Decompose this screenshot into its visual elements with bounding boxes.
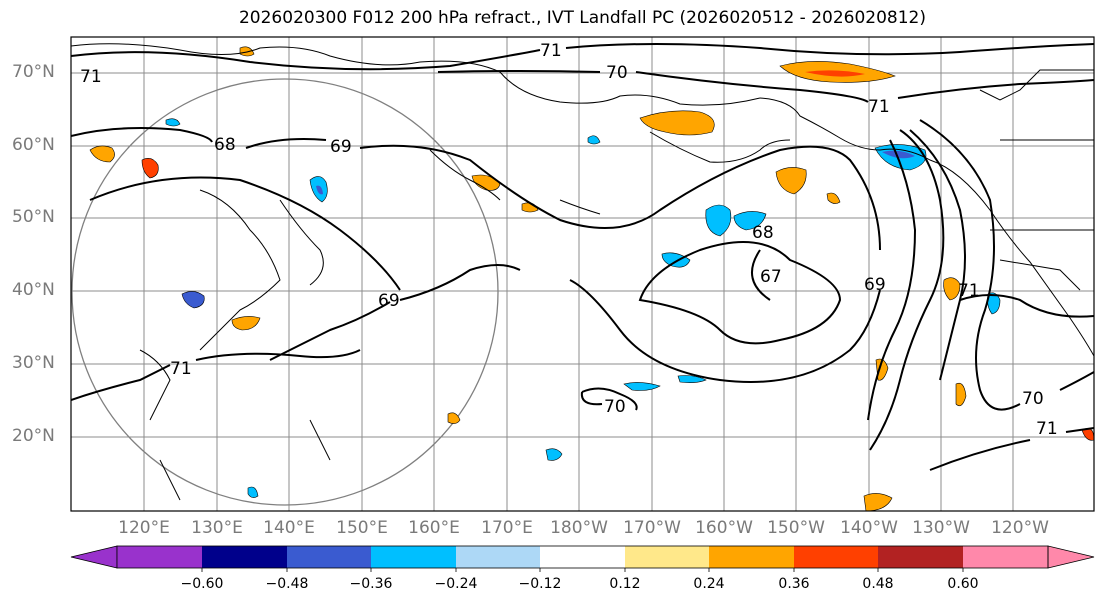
lat-label-30n: 30°N xyxy=(12,353,55,373)
lon-label-150e: 150°E xyxy=(336,518,388,538)
contour-label-5: 69 xyxy=(330,137,352,157)
colorbar-outline xyxy=(116,545,1049,569)
lon-label-130w: 130°W xyxy=(912,518,970,538)
colorbar-tick-7: 0.24 xyxy=(693,576,725,592)
lon-label-160w: 160°W xyxy=(695,518,753,538)
contour-label-3: 71 xyxy=(868,97,890,117)
contour-label-8: 67 xyxy=(760,267,782,287)
graticule xyxy=(71,37,1094,511)
lat-label-70n: 70°N xyxy=(12,62,55,82)
colorbar-tick-1: −0.60 xyxy=(180,576,224,592)
colorbar-bin-4 xyxy=(371,546,456,568)
contour-label-13: 71 xyxy=(170,359,192,379)
colorbar-bin-2 xyxy=(202,546,287,568)
colorbar-tick-2: −0.48 xyxy=(265,576,309,592)
lat-label-20n: 20°N xyxy=(12,426,55,446)
chart-title: 2026020300 F012 200 hPa refract., IVT La… xyxy=(238,8,926,28)
colorbar-tick-9: 0.48 xyxy=(862,576,894,592)
colorbar-tick-10: 0.60 xyxy=(947,576,979,592)
colorbar-bin-1 xyxy=(117,546,202,568)
contour-label-14: 71 xyxy=(1036,419,1058,439)
colorbar-bin-11 xyxy=(963,546,1048,568)
contour-labels: 71 70 71 68 69 69 68 67 69 71 70 70 71 7… xyxy=(80,41,1058,439)
colorbar-extend-right xyxy=(1047,545,1095,569)
colorbar-bin-9 xyxy=(794,546,878,568)
lat-label-40n: 40°N xyxy=(12,280,55,300)
lon-label-120w: 120°W xyxy=(991,518,1049,538)
contour-label-15: 71 xyxy=(80,67,102,87)
colorbar-bin-8 xyxy=(709,546,794,568)
lat-label-50n: 50°N xyxy=(12,207,55,227)
lon-label-170w: 170°W xyxy=(623,518,681,538)
colorbar-bin-5 xyxy=(456,546,540,568)
lon-label-180w: 180°W xyxy=(550,518,608,538)
lon-label-160e: 160°E xyxy=(408,518,460,538)
contour-label-11: 70 xyxy=(1022,389,1044,409)
contour-lines xyxy=(71,43,1094,471)
coastlines xyxy=(71,43,1094,501)
contour-label-6: 69 xyxy=(378,291,400,311)
contour-label-7: 68 xyxy=(752,223,774,243)
contour-label-4: 68 xyxy=(214,135,236,155)
range-circle xyxy=(71,78,499,506)
lat-label-60n: 60°N xyxy=(12,135,55,155)
lon-label-130e: 130°E xyxy=(191,518,243,538)
colorbar-tick-4: −0.24 xyxy=(434,576,478,592)
contour-label-12: 70 xyxy=(604,397,626,417)
shaded-patches xyxy=(89,46,1094,511)
lon-label-170e: 170°E xyxy=(481,518,533,538)
colorbar-tick-3: −0.36 xyxy=(349,576,393,592)
lon-label-140w: 140°W xyxy=(840,518,898,538)
colorbar-bin-6 xyxy=(540,546,625,568)
lon-label-150w: 150°W xyxy=(767,518,825,538)
contour-label-2: 70 xyxy=(606,63,628,83)
colorbar-bin-7 xyxy=(625,546,709,568)
lon-label-120e: 120°E xyxy=(118,518,170,538)
contour-label-1: 71 xyxy=(540,41,562,61)
colorbar-extend-left xyxy=(70,545,118,569)
map-frame xyxy=(70,36,1095,512)
colorbar-tick-8: 0.36 xyxy=(778,576,810,592)
lon-label-140e: 140°E xyxy=(263,518,315,538)
colorbar-bin-10 xyxy=(878,546,963,568)
contour-label-10: 71 xyxy=(958,281,980,301)
contour-label-9: 69 xyxy=(864,275,886,295)
colorbar-tick-6: 0.12 xyxy=(609,576,641,592)
colorbar-bin-3 xyxy=(287,546,371,568)
colorbar xyxy=(70,545,1095,572)
colorbar-tick-5: −0.12 xyxy=(518,576,562,592)
